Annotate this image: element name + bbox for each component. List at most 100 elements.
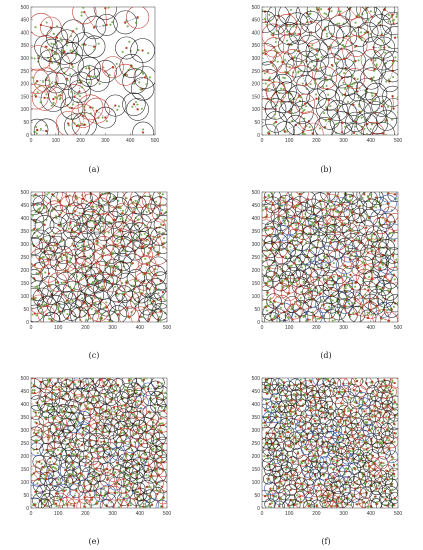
node-range-circle <box>76 498 93 508</box>
sensor-dot <box>45 383 48 386</box>
node-center-point <box>96 240 99 243</box>
node-center-point <box>123 293 126 296</box>
node-center-point <box>298 33 301 36</box>
sensor-dot <box>150 227 153 230</box>
sensor-dot <box>35 314 38 317</box>
sensor-dot <box>134 453 137 456</box>
sensor-dot <box>95 398 98 401</box>
sensor-dot <box>57 94 60 97</box>
sensor-dot <box>45 239 48 242</box>
sensor-dot <box>73 418 76 421</box>
link-segment <box>327 193 332 202</box>
node-center-point <box>131 465 134 468</box>
node-range-circle <box>350 260 366 276</box>
node-range-circle <box>363 270 381 288</box>
node-center-point <box>105 23 108 27</box>
sensor-dot <box>352 3 354 5</box>
sensor-dot <box>157 292 160 295</box>
sensor-dot <box>325 106 328 109</box>
node-center-point <box>102 221 106 225</box>
node-center-point <box>285 72 288 75</box>
sensor-dot <box>356 115 359 118</box>
node-center-point <box>272 46 276 49</box>
node-range-circle <box>305 198 322 215</box>
sensor-dot <box>35 414 38 417</box>
sensor-dot <box>346 276 349 279</box>
sensor-dot <box>148 262 151 265</box>
sensor-dot <box>78 228 81 231</box>
node-range-circle <box>306 59 327 79</box>
link-segment <box>287 248 295 251</box>
link-segment <box>38 57 50 61</box>
sensor-dot <box>158 454 161 457</box>
link-segment <box>264 11 266 22</box>
sensor-dot <box>367 199 370 202</box>
nodes-e <box>31 378 167 508</box>
node-range-circle <box>302 267 319 284</box>
sensor-dot <box>303 133 306 135</box>
sensor-dot <box>263 17 266 20</box>
sensor-dot <box>65 44 68 47</box>
sensor-dot <box>145 378 148 380</box>
node-center-point <box>117 205 120 209</box>
link-segment <box>79 82 81 92</box>
node-center-point <box>37 289 40 292</box>
sensor-dot <box>147 136 149 138</box>
y-tick-label: 0 <box>257 320 260 326</box>
node-range-circle <box>290 216 306 232</box>
sensor-dot <box>66 313 69 316</box>
node-range-circle <box>49 422 64 436</box>
node-range-circle <box>104 392 118 406</box>
sensor-dot <box>120 431 123 434</box>
sensor-dot <box>299 96 302 99</box>
node-range-circle <box>140 479 155 494</box>
node-center-point <box>71 289 74 292</box>
node-center-point <box>45 418 48 421</box>
sensor-dot <box>46 134 48 135</box>
node-range-circle <box>55 111 81 135</box>
node-range-circle <box>82 433 98 448</box>
node-range-circle <box>52 284 73 305</box>
sensor-dot <box>324 257 327 260</box>
sensor-dot <box>42 256 45 259</box>
sensor-dot <box>274 40 277 43</box>
node-range-circle <box>138 309 159 322</box>
node-center-point <box>159 455 162 459</box>
node-range-circle <box>132 230 151 249</box>
sensor-dot <box>48 83 51 86</box>
node-center-point <box>76 454 79 457</box>
sensor-dot <box>33 57 36 60</box>
node-range-circle <box>48 83 74 108</box>
sensor-dot <box>105 430 108 433</box>
sensor-dot <box>81 268 84 271</box>
sensor-dot <box>121 404 124 407</box>
node-range-circle <box>55 67 79 90</box>
node-range-circle <box>111 378 125 392</box>
y-tick-label: 200 <box>252 82 261 88</box>
node-center-point <box>102 244 105 247</box>
sensor-dot <box>157 236 160 239</box>
node-center-point <box>161 291 165 294</box>
sensor-dot <box>81 86 84 89</box>
sensor-dot <box>97 485 100 488</box>
sensor-dot <box>89 112 92 115</box>
sensor-dot <box>50 253 53 256</box>
node-center-point <box>392 254 395 257</box>
node-range-circle <box>44 71 67 94</box>
sensor-dot <box>132 201 135 204</box>
sensor-dot <box>320 56 323 59</box>
sensor-dot <box>370 279 373 282</box>
sensor-dot <box>325 32 328 35</box>
node-center-point <box>108 378 111 381</box>
node-range-circle <box>114 213 133 232</box>
node-center-point <box>280 302 284 305</box>
sensor-dot <box>369 33 372 36</box>
node-center-point <box>156 396 159 400</box>
node-range-circle <box>325 224 342 240</box>
sensor-dot <box>76 420 79 423</box>
y-tick-label: 300 <box>252 428 261 434</box>
sensor-dot <box>330 224 333 227</box>
node-center-point <box>50 319 53 322</box>
node-range-circle <box>345 111 366 132</box>
sensor-dot <box>375 63 378 66</box>
